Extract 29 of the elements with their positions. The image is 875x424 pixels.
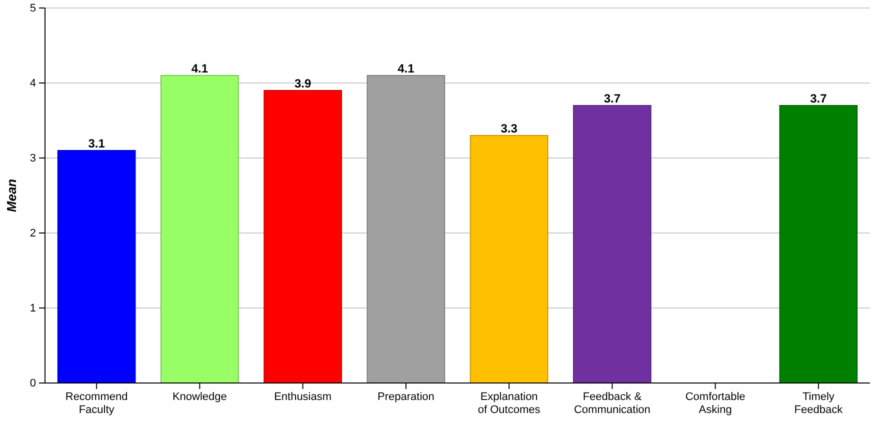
bar: [264, 90, 342, 384]
data-label: 4.1: [398, 62, 415, 76]
bar: [366, 75, 446, 384]
data-label: 3.7: [604, 92, 621, 106]
x-tick-label: Preparation: [378, 391, 434, 403]
bar: [160, 75, 239, 384]
x-tick-label: Recommend Faculty: [65, 391, 128, 416]
data-label: 3.3: [500, 122, 518, 136]
bar: [57, 150, 136, 384]
bar: [470, 135, 548, 384]
data-label: 4.1: [191, 62, 208, 76]
y-tick-label: 1: [30, 302, 36, 315]
y-tick-label: 0: [30, 378, 36, 390]
y-tick-label: 3: [30, 152, 36, 165]
data-label: 3.1: [88, 136, 106, 150]
y-tick-label: 4: [30, 78, 36, 90]
data-label: 3.9: [294, 76, 312, 90]
x-tick-label: Knowledge: [172, 391, 227, 403]
x-tick-label: Explanation of Outcomes: [478, 391, 541, 416]
x-tick-label: Feedback & Communication: [574, 391, 650, 416]
x-tick-label: Enthusiasm: [274, 391, 332, 403]
y-tick-label: 5: [30, 2, 36, 15]
bar: [779, 105, 858, 384]
x-tick-label: Timely Feedback: [794, 391, 844, 416]
y-tick-label: 2: [30, 228, 36, 240]
data-label: 3.7: [810, 92, 828, 106]
bar: [573, 105, 652, 384]
x-tick-label: Comfortable Asking: [685, 391, 746, 416]
y-axis-title: Mean: [4, 178, 19, 212]
